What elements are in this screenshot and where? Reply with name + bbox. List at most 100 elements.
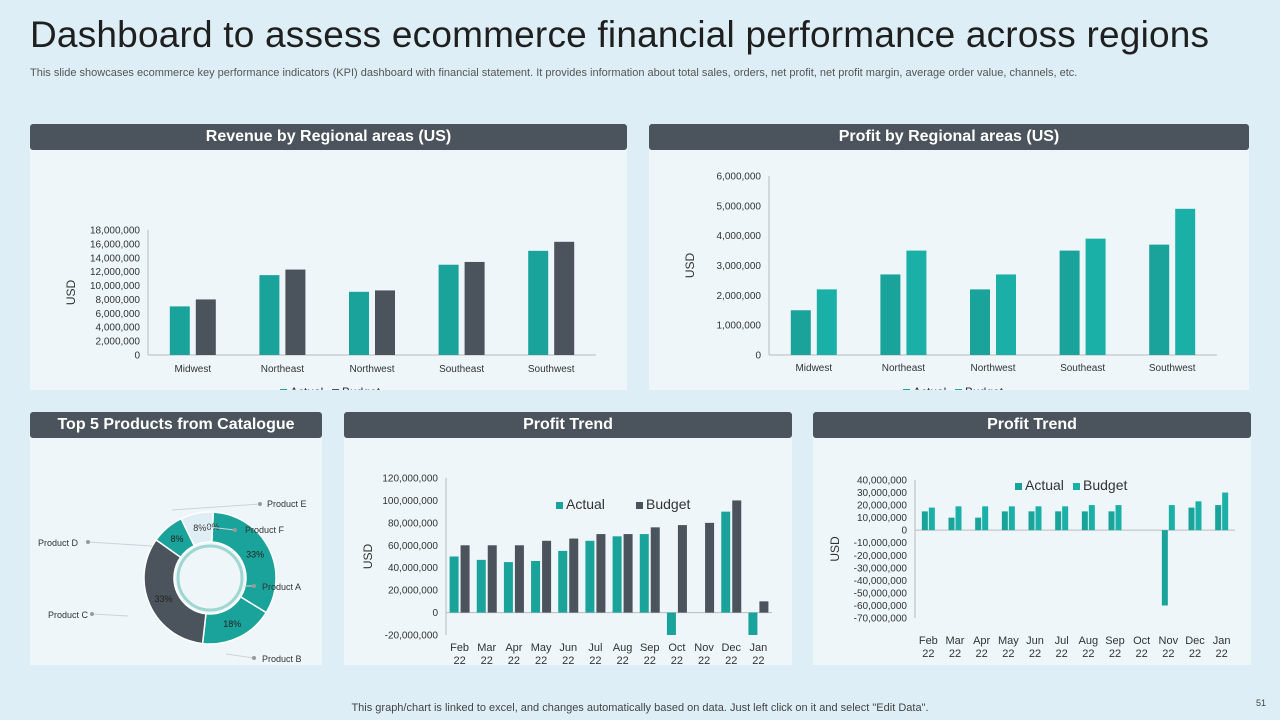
leader-dot [252,584,256,588]
profit-chart[interactable]: 0 1,000,000 2,000,000 3,000,000 4,000,000 5,0… [649,150,1249,390]
bar-actual[interactable] [1055,511,1062,531]
bar-actual[interactable] [880,274,901,355]
bar-actual[interactable] [1001,511,1008,531]
bar-budget[interactable] [623,534,633,613]
bar-budget[interactable] [460,545,470,613]
bar-actual[interactable] [476,559,486,613]
profit-trend-chart-1[interactable]: -20,000,000 0 20,000,000 40,000,000 60,000,0… [344,438,792,665]
x-tick-label: Northwest [970,363,1015,374]
bar-actual[interactable] [921,511,928,531]
bar-budget[interactable] [906,250,927,355]
bar-actual[interactable] [558,550,568,613]
bar-actual[interactable] [531,560,541,613]
bar-budget[interactable] [1062,506,1069,531]
y-tick-label: 120,000,000 [382,474,438,485]
bar-budget[interactable] [928,507,935,531]
revenue-chart[interactable]: 0 2,000,000 4,000,000 6,000,000 8,000,000 10,… [30,150,627,390]
x-tick-label: Midwest [174,364,211,375]
bar-actual[interactable] [1028,511,1035,531]
bar-actual[interactable] [349,291,369,355]
bar-budget[interactable] [650,527,660,613]
bar-actual[interactable] [169,306,190,355]
bar-budget[interactable] [955,506,962,531]
y-tick-label: 4,000,000 [96,323,141,334]
y-tick-label: 0 [134,351,140,362]
bar-budget[interactable] [1175,208,1196,355]
bar-actual[interactable] [259,275,280,355]
bar-budget[interactable] [1115,505,1122,531]
x-tick-label: Nov [694,642,714,654]
profit-trend-chart-2[interactable]: -70,000,000 -60,000,000 -50,000,000-40,000… [813,438,1251,665]
bar-actual[interactable] [1149,244,1170,355]
y-tick-label: 0 [755,351,761,362]
profit-chart-panel[interactable]: Profit by Regional areas (US) 0 1,000,000… [649,124,1249,390]
bar-budget[interactable] [759,601,769,613]
bar-budget[interactable] [514,545,524,613]
donut-slice[interactable] [211,511,277,614]
bar-actual[interactable] [790,310,811,355]
bar-budget[interactable] [1085,238,1106,355]
bar-budget[interactable] [996,274,1016,355]
bar-budget[interactable] [816,289,837,355]
donut-value-label: 33% [154,594,172,604]
bar-budget[interactable] [569,538,579,613]
bar-actual[interactable] [748,612,758,635]
x-tick-label: Jan [750,642,768,654]
bar-actual[interactable] [1188,507,1195,531]
y-tick-label: 12,000,000 [90,267,140,278]
bar-actual[interactable] [639,534,649,613]
bar-actual[interactable] [1059,250,1080,355]
x-tick-label: Aug [613,642,633,654]
bar-actual[interactable] [975,517,982,531]
bar-budget[interactable] [732,500,742,613]
bar-actual[interactable] [970,289,990,355]
x-tick-label: Nov [1159,635,1179,647]
bar-actual[interactable] [948,517,955,531]
bar-budget[interactable] [554,241,575,355]
bar-budget[interactable] [375,290,395,355]
profit-trend-chart-panel-1[interactable]: Profit Trend -20,000,000 0 20,000,000 40,00… [344,412,792,665]
profit-trend-chart-panel-2[interactable]: Profit Trend -70,000,000 -60,000,000 -50,0… [813,412,1251,665]
bar-budget[interactable] [1222,492,1229,531]
bar-actual[interactable] [585,540,595,613]
x-tick-label: Jun [1026,635,1044,647]
profit-trend-title-2: Profit Trend [813,412,1251,438]
bar-actual[interactable] [528,250,549,355]
x-tick-label: Jun [559,642,577,654]
bar-budget[interactable] [285,269,306,355]
bar-budget[interactable] [1088,505,1095,531]
bar-actual[interactable] [1215,505,1222,531]
revenue-chart-panel[interactable]: Revenue by Regional areas (US) 0 2,000,00… [30,124,627,390]
bar-budget[interactable] [487,545,497,613]
bar-budget[interactable] [596,534,606,613]
donut-slice[interactable] [143,538,207,645]
bar-budget[interactable] [542,540,552,613]
profit-trend-title-1: Profit Trend [344,412,792,438]
donut-value-label: 8% [193,523,206,533]
bar-budget[interactable] [677,525,687,613]
bar-actual[interactable] [438,264,459,355]
profit-chart-title: Profit by Regional areas (US) [649,124,1249,150]
bar-actual[interactable] [1161,530,1168,606]
y-tick-label: 6,000,000 [717,172,762,183]
bar-budget[interactable] [195,299,216,355]
bar-budget[interactable] [1168,505,1175,531]
bar-budget[interactable] [464,261,485,355]
bar-budget[interactable] [705,522,715,613]
legend-label-actual: Actual [290,385,323,390]
bar-actual[interactable] [721,511,731,613]
bar-actual[interactable] [1081,511,1088,531]
bar-actual[interactable] [449,556,459,613]
legend-label-budget: Budget [965,385,1004,390]
bar-actual[interactable] [612,536,622,613]
products-chart-panel[interactable]: Top 5 Products from Catalogue 33% 18% 33% 8… [30,412,322,665]
bar-budget[interactable] [982,506,989,531]
bar-actual[interactable] [1108,511,1115,531]
bar-actual[interactable] [666,612,676,635]
bar-budget[interactable] [1035,506,1042,531]
bar-actual[interactable] [503,562,513,613]
bar-budget[interactable] [1008,506,1015,531]
bar-budget[interactable] [1195,501,1202,531]
leader-dot [252,656,256,660]
